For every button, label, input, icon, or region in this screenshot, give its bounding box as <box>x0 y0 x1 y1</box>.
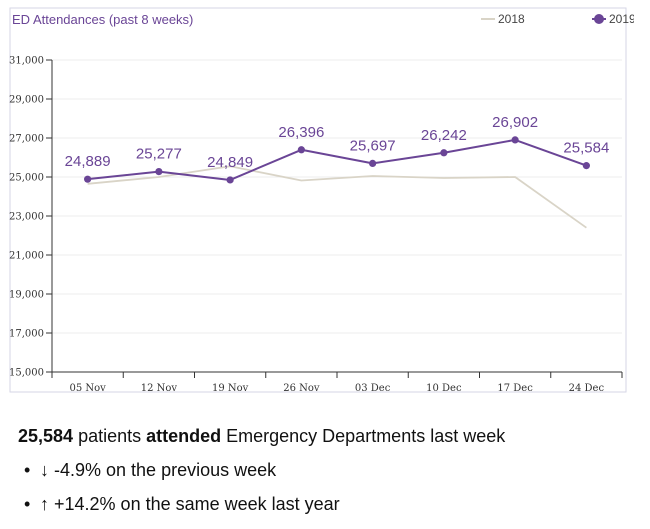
series <box>84 136 590 229</box>
x-tick-label: 17 Dec <box>497 383 533 394</box>
data-point-2019[interactable] <box>226 176 234 184</box>
data-point-2019[interactable] <box>297 146 305 154</box>
x-tick-label: 10 Dec <box>426 383 462 394</box>
x-tick-label: 05 Nov <box>69 383 106 394</box>
y-tick-label: 19,000 <box>9 290 44 301</box>
data-point-2019[interactable] <box>511 136 519 144</box>
data-label-2019: 26,396 <box>278 124 324 141</box>
headline-text-2: Emergency Departments last week <box>221 426 506 446</box>
data-label-2019: 25,697 <box>350 137 396 154</box>
data-label-2019: 24,889 <box>65 153 111 170</box>
chart-frame <box>9 7 627 393</box>
data-label-2019: 24,849 <box>207 154 253 171</box>
down-arrow-icon: ↓ <box>40 460 49 480</box>
data-point-2019[interactable] <box>84 175 92 183</box>
y-tick-label: 15,000 <box>9 368 44 379</box>
legend[interactable]: 2018 2019 <box>481 12 634 26</box>
attendance-count: 25,584 <box>18 426 74 446</box>
y-tick-label: 29,000 <box>9 95 44 106</box>
bullet-previous-week: ↓ -4.9% on the previous week <box>18 458 638 482</box>
legend-2019-marker <box>594 14 604 24</box>
y-tick-label: 25,000 <box>9 173 44 184</box>
gridlines <box>52 59 622 334</box>
data-label-2019: 25,277 <box>136 146 182 163</box>
x-tick-label: 26 Nov <box>283 383 320 394</box>
y-tick-label: 21,000 <box>9 251 44 262</box>
line-chart: ED Attendances (past 8 weeks) 2018 2019 … <box>9 7 634 394</box>
change-bullets: ↓ -4.9% on the previous week ↑ +14.2% on… <box>18 458 638 516</box>
summary-panel: 25,584 patients attended Emergency Depar… <box>18 424 638 526</box>
data-point-2019[interactable] <box>440 149 448 157</box>
data-point-2019[interactable] <box>582 162 590 170</box>
legend-2019-label[interactable]: 2019 <box>609 12 634 26</box>
headline-text-1: patients <box>73 426 147 446</box>
headline-bold-word: attended <box>146 426 222 446</box>
bullet-last-year: ↑ +14.2% on the same week last year <box>18 492 638 516</box>
data-labels: 24,889 25,277 24,849 26,396 25,697 26,242 26,9… <box>65 114 610 171</box>
y-tick-label: 23,000 <box>9 212 44 223</box>
chart-title: ED Attendances (past 8 weeks) <box>12 12 193 27</box>
up-arrow-icon: ↑ <box>40 494 49 514</box>
y-tick-label: 27,000 <box>9 134 44 145</box>
data-label-2019: 25,584 <box>563 140 609 157</box>
data-point-2019[interactable] <box>155 167 163 176</box>
data-label-2019: 26,242 <box>421 127 467 144</box>
axes: 15,000 17,000 19,000 21,000 23,000 25,000 27,0… <box>9 56 623 394</box>
x-tick-label: 12 Nov <box>141 383 178 394</box>
series-line-2018[interactable] <box>87 165 587 229</box>
chart-container: ED Attendances (past 8 weeks) 2018 2019 … <box>9 7 634 394</box>
series-line-2019[interactable] <box>87 138 587 181</box>
data-point-2019[interactable] <box>369 159 377 168</box>
data-label-2019: 26,902 <box>492 114 538 131</box>
y-tick-label: 17,000 <box>9 329 44 340</box>
y-tick-label: 31,000 <box>9 56 44 67</box>
previous-week-change: -4.9% on the previous week <box>49 460 277 480</box>
summary-headline: 25,584 patients attended Emergency Depar… <box>18 424 638 448</box>
legend-2018-label[interactable]: 2018 <box>498 12 525 26</box>
x-tick-label: 24 Dec <box>569 383 605 394</box>
x-tick-label: 03 Dec <box>355 383 391 394</box>
x-tick-label: 19 Nov <box>212 383 249 394</box>
last-year-change: +14.2% on the same week last year <box>49 494 340 514</box>
